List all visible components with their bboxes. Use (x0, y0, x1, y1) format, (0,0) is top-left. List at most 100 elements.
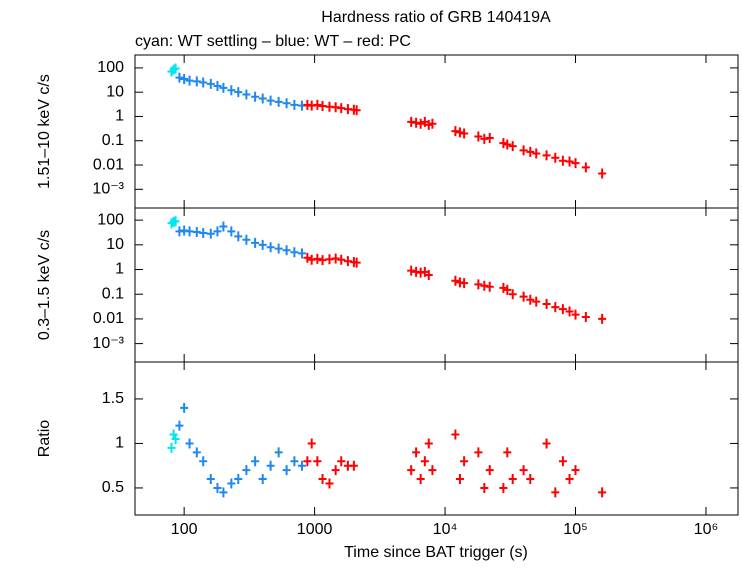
y-tick-label: 10 (106, 236, 124, 253)
data-point (258, 239, 267, 250)
data-point (307, 438, 316, 449)
data-point (199, 228, 208, 239)
x-tick-label: 100 (171, 521, 198, 538)
data-point (571, 158, 580, 169)
data-point (185, 438, 194, 449)
data-point (251, 237, 260, 248)
x-axis-label: Time since BAT trigger (s) (344, 544, 528, 561)
data-point (508, 141, 517, 152)
data-point (274, 447, 283, 458)
chart-subtitle: cyan: WT settling – blue: WT – red: PC (135, 33, 411, 50)
data-point (206, 474, 215, 485)
data-point (551, 487, 560, 498)
data-point (581, 162, 590, 173)
data-point (558, 304, 567, 315)
data-point (266, 242, 275, 253)
data-point (199, 77, 208, 88)
data-point (185, 75, 194, 86)
y-tick-label: 0.01 (93, 156, 124, 173)
data-point (485, 281, 494, 292)
data-point (460, 456, 469, 467)
data-point (343, 256, 352, 267)
data-point (474, 279, 483, 290)
data-point (474, 131, 483, 142)
data-point (282, 245, 291, 256)
data-point (251, 456, 260, 467)
data-point (526, 146, 535, 157)
data-point (485, 132, 494, 143)
data-point (242, 465, 251, 476)
data-point (274, 243, 283, 254)
data-point (352, 105, 361, 116)
y-tick-label: 0.1 (102, 285, 124, 302)
data-point (542, 299, 551, 310)
data-point (258, 93, 267, 104)
x-tick-label: 10⁵ (563, 521, 587, 538)
y-axis-label: 1.51–10 keV c/s (36, 74, 53, 189)
data-point (424, 438, 433, 449)
data-point (455, 127, 464, 138)
data-point (171, 433, 180, 444)
data-point (234, 231, 243, 242)
data-point (499, 138, 508, 149)
data-point (526, 474, 535, 485)
data-point (349, 460, 358, 471)
data-point (519, 145, 528, 156)
data-point (416, 118, 425, 129)
data-point (297, 460, 306, 471)
data-point (290, 99, 299, 110)
data-point (219, 221, 228, 232)
data-point (424, 270, 433, 281)
data-point (503, 284, 512, 295)
y-tick-label: 1 (115, 435, 124, 452)
y-tick-label: 0.1 (102, 132, 124, 149)
data-point (258, 474, 267, 485)
data-point (303, 252, 312, 263)
data-point (542, 150, 551, 161)
data-point (565, 474, 574, 485)
data-point (474, 447, 483, 458)
data-point (598, 313, 607, 324)
data-point (213, 80, 222, 91)
data-point (325, 478, 334, 489)
data-point (420, 456, 429, 467)
y-tick-label: 10⁻³ (92, 335, 124, 352)
data-point (598, 487, 607, 498)
data-point (219, 82, 228, 93)
data-point (227, 478, 236, 489)
data-point (558, 155, 567, 166)
data-point (227, 85, 236, 96)
data-point (352, 257, 361, 268)
data-point (558, 456, 567, 467)
data-point (313, 99, 322, 110)
data-point (499, 482, 508, 493)
x-tick-label: 10⁴ (433, 521, 458, 538)
data-point (192, 76, 201, 87)
data-point (412, 447, 421, 458)
data-point (213, 482, 222, 493)
data-point (175, 420, 184, 431)
data-point (412, 117, 421, 128)
data-point (451, 429, 460, 440)
data-point (313, 253, 322, 264)
data-point (290, 247, 299, 258)
data-point (242, 234, 251, 245)
data-point (551, 302, 560, 313)
y-axis-label: Ratio (36, 420, 53, 457)
y-tick-label: 0.5 (102, 479, 124, 496)
y-tick-label: 1 (115, 108, 124, 125)
data-point (416, 474, 425, 485)
data-point (526, 294, 535, 305)
data-point (503, 447, 512, 458)
data-point (331, 465, 340, 476)
data-point (542, 438, 551, 449)
data-point (234, 474, 243, 485)
data-point (503, 139, 512, 150)
data-point (274, 96, 283, 107)
data-point (266, 460, 275, 471)
data-point (251, 91, 260, 102)
data-point (297, 248, 306, 259)
data-point (565, 156, 574, 167)
data-point (407, 465, 416, 476)
